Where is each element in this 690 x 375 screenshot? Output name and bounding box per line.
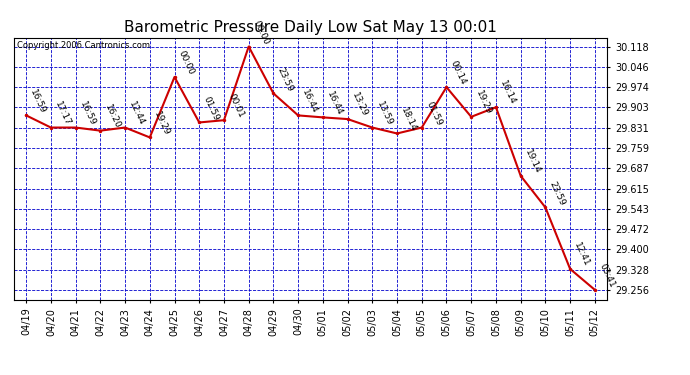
Text: 16:44: 16:44 (326, 90, 344, 117)
Text: 19:14: 19:14 (523, 148, 542, 175)
Text: 16:59: 16:59 (29, 88, 48, 115)
Text: 00:00: 00:00 (177, 49, 196, 76)
Text: 16:59: 16:59 (78, 100, 97, 127)
Text: 19:29: 19:29 (474, 89, 493, 116)
Text: 01:59: 01:59 (424, 100, 444, 127)
Text: 01:59: 01:59 (201, 94, 221, 122)
Text: 12:44: 12:44 (128, 100, 146, 127)
Text: 23:59: 23:59 (276, 66, 295, 93)
Text: 19:29: 19:29 (152, 110, 171, 137)
Text: 00:00: 00:00 (251, 19, 270, 46)
Text: 00:01: 00:01 (226, 92, 246, 120)
Title: Barometric Pressure Daily Low Sat May 13 00:01: Barometric Pressure Daily Low Sat May 13… (124, 20, 497, 35)
Text: 16:20: 16:20 (103, 103, 122, 130)
Text: 17:17: 17:17 (53, 100, 72, 127)
Text: 18:14: 18:14 (400, 106, 419, 133)
Text: 00:14: 00:14 (449, 60, 468, 87)
Text: 16:44: 16:44 (301, 88, 319, 115)
Text: 16:14: 16:14 (498, 80, 518, 106)
Text: 23:59: 23:59 (548, 180, 567, 207)
Text: 13:59: 13:59 (375, 100, 394, 127)
Text: 12:41: 12:41 (573, 242, 591, 268)
Text: 13:29: 13:29 (350, 92, 369, 118)
Text: 03:41: 03:41 (598, 262, 616, 289)
Text: Copyright 2006 Cantronics.com: Copyright 2006 Cantronics.com (17, 42, 150, 51)
